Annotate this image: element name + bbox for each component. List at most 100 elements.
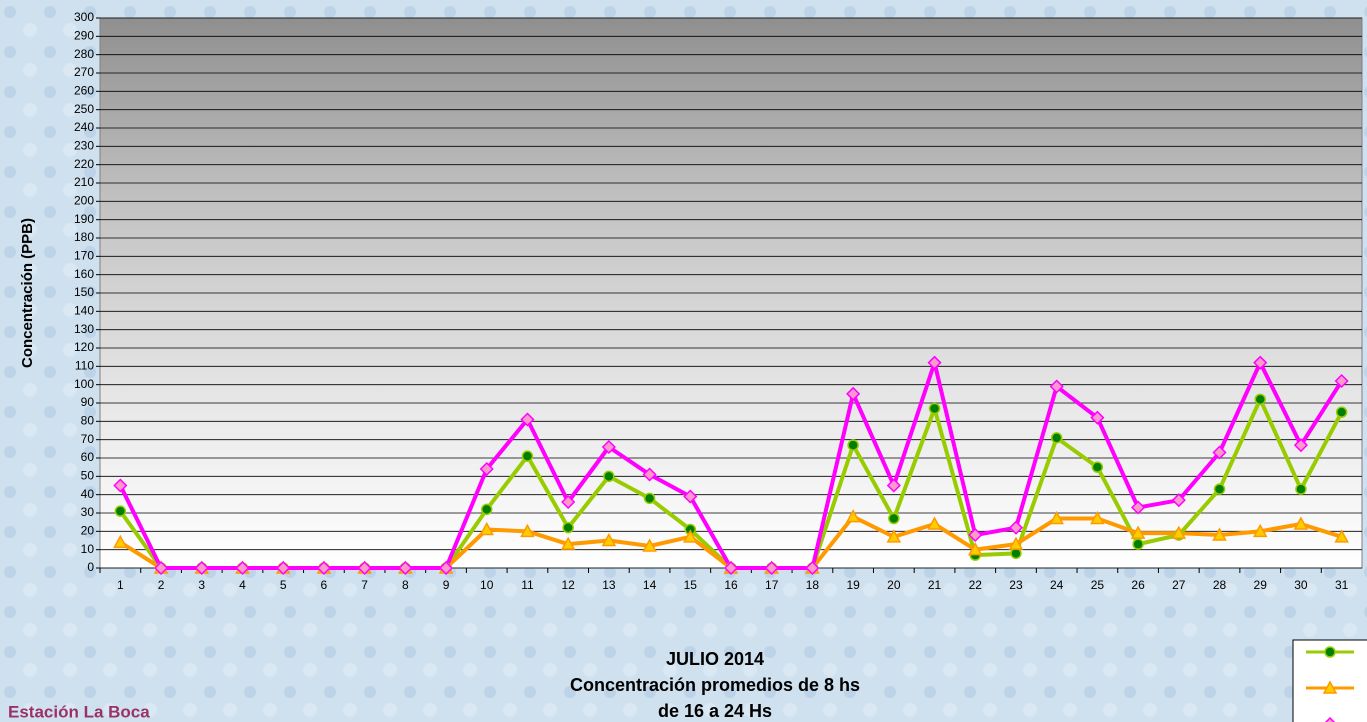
marker xyxy=(1091,461,1104,473)
station-label: Estación La Boca xyxy=(8,702,150,721)
marker xyxy=(1049,379,1064,394)
marker xyxy=(1334,373,1349,389)
marker xyxy=(357,560,372,576)
marker xyxy=(520,412,535,427)
marker xyxy=(1334,529,1349,543)
x-tick-label: 11 xyxy=(521,578,534,592)
y-tick-label: 160 xyxy=(74,267,94,281)
marker xyxy=(846,386,861,401)
marker xyxy=(1295,483,1307,495)
marker xyxy=(1324,646,1336,658)
y-tick-label: 60 xyxy=(81,450,95,464)
y-tick-label: 210 xyxy=(74,175,94,189)
x-tick-label: 13 xyxy=(602,578,616,592)
marker xyxy=(154,560,169,576)
x-tick-label: 1 xyxy=(117,578,124,592)
y-tick-label: 220 xyxy=(74,157,94,171)
x-tick-label: 7 xyxy=(361,578,368,592)
marker xyxy=(1049,510,1064,525)
x-tick-label: 24 xyxy=(1050,578,1064,592)
marker xyxy=(601,439,616,455)
marker xyxy=(847,439,859,451)
x-tick-label: 16 xyxy=(724,578,738,592)
marker xyxy=(479,521,495,536)
marker xyxy=(1130,525,1146,539)
x-tick-label: 4 xyxy=(239,578,246,592)
y-tick-label: 100 xyxy=(74,377,94,391)
marker xyxy=(113,534,128,549)
y-tick-label: 120 xyxy=(74,340,94,354)
marker xyxy=(480,503,493,516)
marker xyxy=(316,560,331,576)
marker xyxy=(1253,355,1268,370)
marker xyxy=(643,492,656,505)
marker xyxy=(642,538,657,552)
y-tick-label: 240 xyxy=(74,120,94,134)
marker xyxy=(845,509,861,523)
marker xyxy=(1293,516,1309,530)
marker xyxy=(1335,406,1348,418)
marker xyxy=(1008,520,1024,535)
y-tick-label: 170 xyxy=(74,249,94,263)
marker xyxy=(1324,716,1336,722)
x-tick-label: 19 xyxy=(846,578,860,592)
x-tick-label: 22 xyxy=(969,578,983,592)
marker xyxy=(603,470,615,483)
marker xyxy=(479,461,494,477)
marker xyxy=(560,536,576,550)
y-tick-label: 30 xyxy=(81,505,95,519)
marker xyxy=(1213,483,1226,495)
y-tick-label: 140 xyxy=(74,304,94,318)
y-tick-label: 300 xyxy=(74,10,94,24)
y-tick-label: 290 xyxy=(74,29,94,43)
x-tick-label: 5 xyxy=(280,578,287,592)
marker xyxy=(1212,527,1227,541)
x-tick-label: 2 xyxy=(158,578,165,592)
y-tick-label: 280 xyxy=(74,47,94,61)
x-tick-label: 31 xyxy=(1335,578,1349,592)
marker xyxy=(561,494,576,510)
x-tick-label: 21 xyxy=(928,578,942,592)
marker xyxy=(1008,536,1024,550)
marker xyxy=(886,529,902,543)
x-tick-label: 12 xyxy=(561,578,575,592)
marker xyxy=(805,560,820,576)
title-line: de 16 a 24 Hs xyxy=(658,701,772,721)
marker xyxy=(1171,493,1186,508)
x-tick-label: 10 xyxy=(480,578,494,592)
marker xyxy=(276,560,291,576)
y-tick-label: 110 xyxy=(75,359,94,373)
y-tick-label: 200 xyxy=(74,194,94,208)
marker xyxy=(1171,525,1187,539)
y-tick-label: 20 xyxy=(81,524,95,538)
title-line: Concentración promedios de 8 hs xyxy=(570,675,860,695)
y-axis-label: Concentración (PPB) xyxy=(19,218,36,368)
marker xyxy=(562,521,574,534)
y-tick-label: 150 xyxy=(74,285,94,299)
marker xyxy=(927,355,942,370)
y-tick-label: 0 xyxy=(87,560,94,574)
marker xyxy=(1132,538,1144,550)
marker xyxy=(520,523,535,538)
marker xyxy=(1254,393,1266,406)
marker xyxy=(113,478,128,493)
marker xyxy=(764,560,779,576)
marker xyxy=(1050,432,1063,444)
y-tick-label: 180 xyxy=(74,230,94,244)
y-tick-label: 250 xyxy=(74,102,94,116)
y-tick-label: 10 xyxy=(81,542,95,556)
x-tick-label: 25 xyxy=(1091,578,1105,592)
y-tick-label: 90 xyxy=(81,395,95,409)
x-tick-label: 27 xyxy=(1172,578,1186,592)
marker xyxy=(642,467,657,482)
x-tick-label: 29 xyxy=(1254,578,1268,592)
y-tick-label: 50 xyxy=(81,469,95,483)
y-tick-label: 190 xyxy=(74,212,94,226)
marker xyxy=(1252,523,1268,538)
marker xyxy=(888,512,900,525)
marker xyxy=(1322,680,1338,694)
marker xyxy=(1090,410,1105,425)
marker xyxy=(1131,500,1146,515)
marker xyxy=(683,529,698,543)
